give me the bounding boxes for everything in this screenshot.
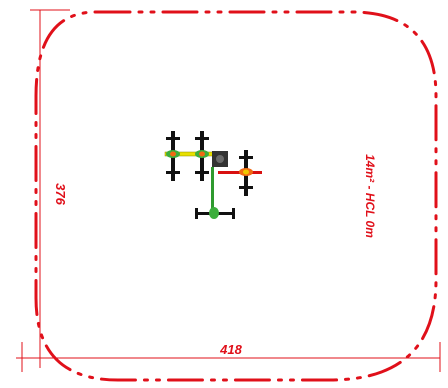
width-dimension [21, 342, 441, 372]
height-dimension-label: 376 [53, 183, 68, 205]
area-label: 14m² - HCL 0m [363, 154, 377, 238]
fitness-station-plan-icon [164, 131, 262, 219]
width-dimension-label: 418 [219, 342, 242, 357]
safety-zone-outline [34, 10, 438, 382]
